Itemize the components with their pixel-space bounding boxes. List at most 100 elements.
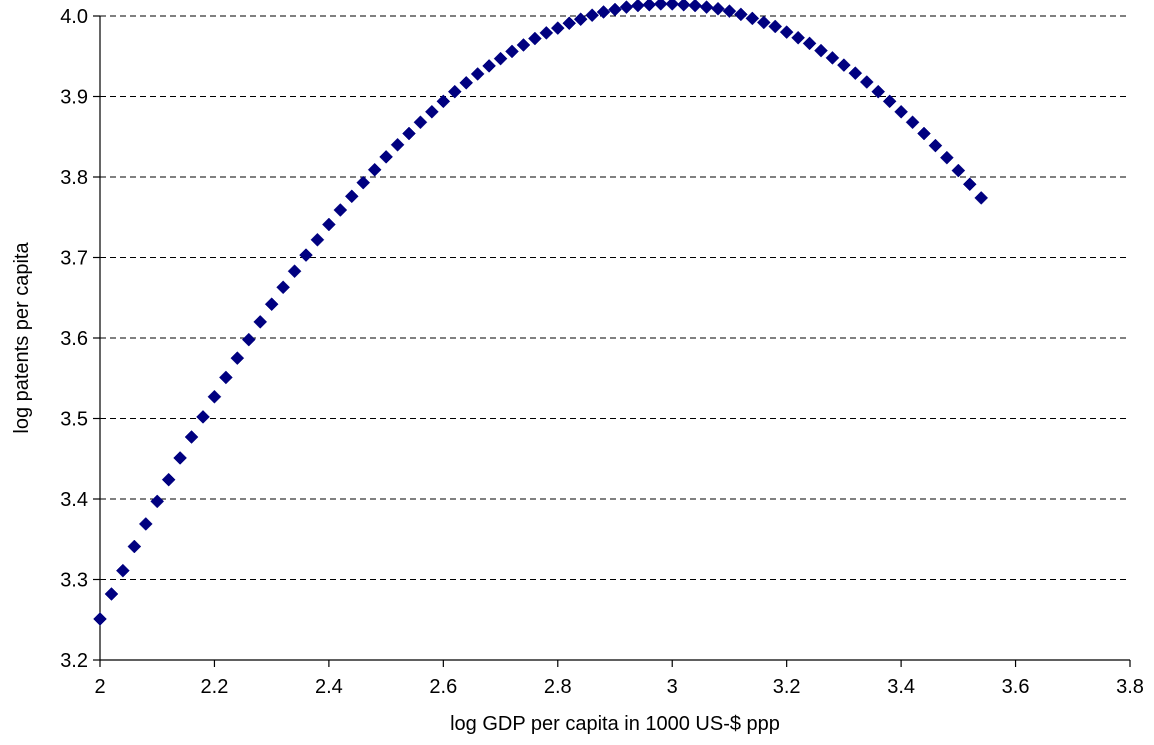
data-point [619,0,634,14]
data-point [974,191,989,205]
data-point [127,539,142,554]
data-point [894,104,908,119]
axis-layer [93,15,1131,667]
data-point [219,370,233,385]
data-point [241,332,256,347]
data-point [116,563,130,578]
data-point [722,4,737,19]
data-point [196,410,210,424]
y-tick-label: 3.4 [60,489,88,511]
x-tick-label: 2.2 [201,676,229,698]
data-point [699,0,714,14]
data-point [791,30,805,45]
data-point [505,44,519,59]
y-axis-title: log patents per capita [11,242,33,434]
data-point [814,43,828,58]
data-point [230,351,245,365]
x-tick-label: 2.4 [315,676,343,698]
data-point [482,59,496,73]
x-axis-title: log GDP per capita in 1000 US-$ ppp [450,713,780,735]
y-tick-label: 3.3 [60,570,88,592]
data-point [184,430,199,444]
x-tick-label: 2.8 [544,676,572,698]
data-point [390,137,405,152]
data-point [951,163,966,178]
x-tick-label: 3.6 [1002,676,1030,698]
data-point [585,8,599,23]
data-point [528,31,542,46]
data-point [802,36,817,51]
data-point [711,1,725,16]
marker-layer [93,0,989,626]
data-point [642,0,657,12]
data-point [837,58,851,72]
data-point [93,612,107,626]
data-point [367,162,382,177]
x-tick-label: 3.4 [887,676,915,698]
x-tick-label: 3 [667,676,678,698]
data-point [871,84,886,99]
x-tick-label: 3.2 [773,676,801,698]
y-tick-label: 3.2 [60,650,88,672]
data-point [470,67,485,81]
data-point [493,51,508,66]
data-point [402,126,416,141]
data-point [859,75,874,89]
data-point [825,51,840,65]
label-layer: log GDP per capita in 1000 US-$ ppp log … [11,6,1144,735]
data-point [333,203,348,217]
y-tick-label: 3.9 [60,87,88,109]
data-point [138,517,153,531]
data-point [745,11,760,26]
data-point [917,126,931,141]
data-point [756,15,771,30]
y-tick-label: 3.7 [60,248,88,270]
y-tick-label: 3.8 [60,167,88,189]
data-point [344,189,359,204]
data-point [562,16,577,31]
data-point [425,104,439,119]
data-point [596,5,611,19]
data-point [768,19,783,34]
data-point [882,94,897,109]
data-point [287,264,302,279]
data-point [310,232,325,247]
data-point [447,84,462,99]
data-point [356,175,371,190]
data-point [539,26,554,40]
data-point [104,587,119,601]
data-point [413,115,428,130]
data-point [688,0,702,13]
data-point [264,297,279,312]
data-point [161,472,176,487]
data-point [665,0,680,11]
data-point [276,280,290,295]
data-point [550,21,565,35]
data-point [150,494,165,509]
data-point [848,66,863,81]
data-point [173,451,187,465]
data-point [631,0,645,13]
data-point [516,38,531,52]
data-point [962,177,977,192]
grid-layer [100,15,1130,580]
data-point [676,0,691,12]
data-point [940,150,954,165]
data-point [253,315,268,329]
x-tick-label: 2.6 [429,676,457,698]
data-point [928,138,943,153]
data-point [573,12,588,27]
y-tick-label: 4.0 [60,6,88,28]
data-point [379,150,393,164]
y-tick-label: 3.5 [60,409,88,431]
data-point [905,115,920,130]
data-point [608,2,622,17]
data-point [436,94,451,109]
data-point [734,7,748,22]
data-point [299,248,313,262]
data-point [459,75,474,90]
data-point [207,389,222,404]
y-tick-label: 3.6 [60,328,88,350]
